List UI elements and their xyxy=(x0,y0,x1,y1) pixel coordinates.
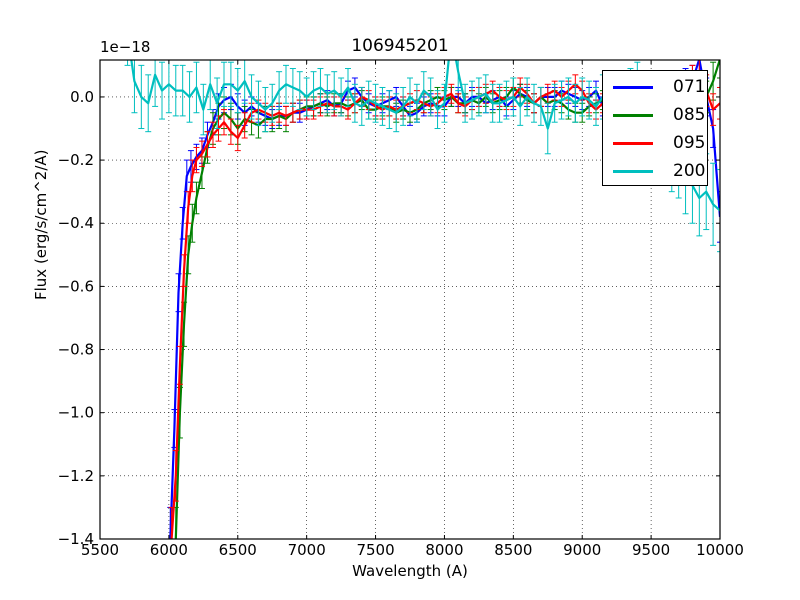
svg-text:8500: 8500 xyxy=(494,541,532,559)
tick-labels: 5500 6000 6500 7000 7500 8000 8500 9000 9500 1000… xyxy=(58,60,744,559)
legend-label: 200 xyxy=(673,161,706,181)
svg-text:9500: 9500 xyxy=(632,541,670,559)
svg-text:7000: 7000 xyxy=(288,541,326,559)
svg-text:9000: 9000 xyxy=(563,541,601,559)
svg-text:5500: 5500 xyxy=(81,541,119,559)
svg-text:−0.2: −0.2 xyxy=(58,151,94,169)
legend-item-071: 071 xyxy=(613,73,705,101)
svg-text:8000: 8000 xyxy=(425,541,463,559)
legend-swatch xyxy=(613,113,653,117)
svg-text:−1.2: −1.2 xyxy=(58,467,94,485)
legend-item-095: 095 xyxy=(613,129,705,157)
svg-text:6500: 6500 xyxy=(219,541,257,559)
axes-frame xyxy=(99,59,721,540)
legend-label: 085 xyxy=(673,105,706,125)
y-axis-label: Flux (erg/s/cm^2/A) xyxy=(32,149,50,300)
svg-text:6000: 6000 xyxy=(150,541,188,559)
legend-item-200: 200 xyxy=(613,157,705,185)
svg-text:−0.6: −0.6 xyxy=(58,277,94,295)
chart-title: 106945201 xyxy=(351,36,449,56)
svg-text:7500: 7500 xyxy=(356,541,394,559)
x-axis-label: Wavelength (A) xyxy=(352,562,468,580)
svg-text:−0.8: −0.8 xyxy=(58,341,94,359)
svg-text:−0.4: −0.4 xyxy=(58,214,94,232)
legend-label: 071 xyxy=(673,77,706,97)
legend-swatch xyxy=(613,85,653,89)
legend-label: 095 xyxy=(673,133,706,153)
svg-text:0.0: 0.0 xyxy=(70,88,94,106)
legend-item-085: 085 xyxy=(613,101,705,129)
y-axis-offset-label: 1e−18 xyxy=(100,38,151,56)
svg-text:−1.0: −1.0 xyxy=(58,404,94,422)
svg-text:−1.4: −1.4 xyxy=(58,530,94,548)
legend: 071 085 095 200 xyxy=(602,70,708,186)
legend-swatch xyxy=(613,169,653,173)
legend-swatch xyxy=(613,141,653,145)
svg-text:10000: 10000 xyxy=(696,541,744,559)
